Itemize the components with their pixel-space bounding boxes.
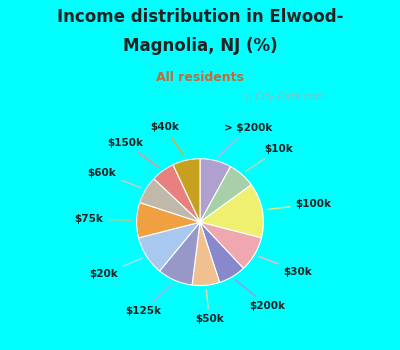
Wedge shape xyxy=(136,203,200,238)
Text: Magnolia, NJ (%): Magnolia, NJ (%) xyxy=(123,37,277,55)
Wedge shape xyxy=(160,222,200,285)
Text: Income distribution in Elwood-: Income distribution in Elwood- xyxy=(57,8,343,26)
Text: $200k: $200k xyxy=(236,280,286,311)
Wedge shape xyxy=(200,222,244,282)
Wedge shape xyxy=(192,222,220,286)
Wedge shape xyxy=(200,167,251,222)
Text: $30k: $30k xyxy=(259,257,312,276)
Text: All residents: All residents xyxy=(156,71,244,84)
Wedge shape xyxy=(200,159,230,222)
Text: > $200k: > $200k xyxy=(218,123,272,157)
Text: $20k: $20k xyxy=(89,258,142,279)
Text: $60k: $60k xyxy=(88,168,141,188)
Wedge shape xyxy=(173,159,200,222)
Wedge shape xyxy=(140,179,200,222)
Wedge shape xyxy=(138,222,200,271)
Text: $50k: $50k xyxy=(195,290,224,324)
Wedge shape xyxy=(154,165,200,222)
Wedge shape xyxy=(200,185,264,238)
Wedge shape xyxy=(200,222,262,268)
Text: $40k: $40k xyxy=(150,122,184,156)
Text: ⓘ City-Data.com: ⓘ City-Data.com xyxy=(246,92,325,102)
Text: $100k: $100k xyxy=(267,199,332,210)
Text: $125k: $125k xyxy=(126,284,172,316)
Text: $150k: $150k xyxy=(107,139,159,168)
Text: $10k: $10k xyxy=(246,144,293,172)
Text: $75k: $75k xyxy=(74,214,132,224)
